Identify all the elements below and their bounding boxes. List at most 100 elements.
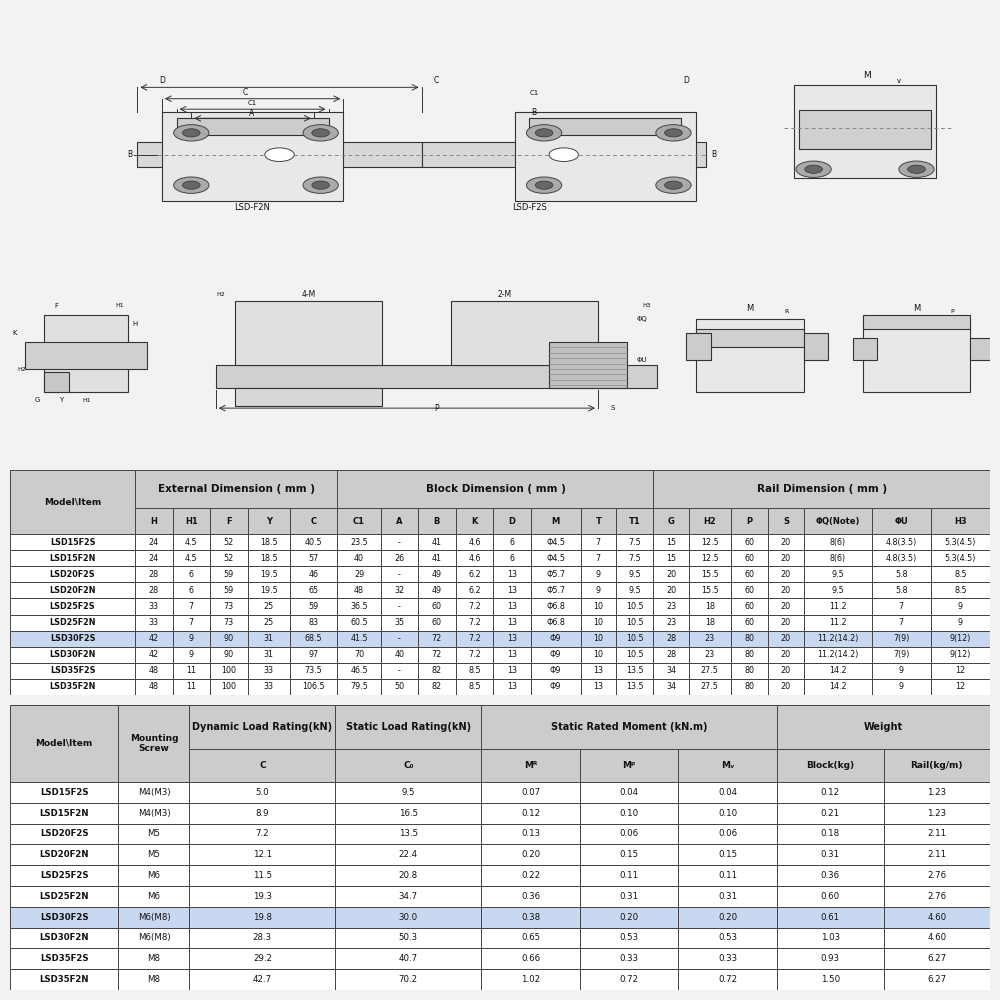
Bar [884, 928, 990, 948]
Text: 20: 20 [781, 586, 791, 595]
Bar [581, 582, 616, 598]
Bar [290, 615, 337, 631]
Bar [777, 907, 884, 928]
Bar [481, 824, 580, 844]
Text: 7.2: 7.2 [468, 618, 481, 627]
Circle shape [899, 161, 934, 177]
Bar [456, 647, 493, 663]
Text: 28: 28 [666, 650, 676, 659]
Text: 7(9): 7(9) [893, 650, 910, 659]
Text: 7: 7 [189, 618, 194, 627]
Text: 60: 60 [432, 618, 442, 627]
Bar [216, 365, 657, 388]
Bar [580, 782, 678, 803]
Bar [616, 566, 653, 582]
Bar [418, 615, 456, 631]
Text: 82: 82 [432, 682, 442, 691]
Text: 8.5: 8.5 [954, 570, 967, 579]
Bar [481, 907, 580, 928]
Bar [25, 342, 147, 369]
Text: 18.5: 18.5 [260, 538, 277, 547]
Text: 0.72: 0.72 [620, 975, 639, 984]
Text: 20: 20 [781, 682, 791, 691]
Bar [689, 647, 731, 663]
Text: Block Dimension ( mm ): Block Dimension ( mm ) [426, 484, 565, 494]
Text: 33: 33 [149, 602, 159, 611]
Bar [689, 550, 731, 566]
Bar [931, 663, 990, 679]
Bar [118, 865, 189, 886]
Bar [678, 928, 777, 948]
Text: 20: 20 [781, 666, 791, 675]
Text: 0.21: 0.21 [821, 809, 840, 818]
Text: 9: 9 [189, 634, 194, 643]
Text: 9: 9 [958, 602, 963, 611]
Text: 9: 9 [596, 570, 601, 579]
Text: 0.36: 0.36 [821, 871, 840, 880]
Bar [931, 550, 990, 566]
Text: 1.23: 1.23 [927, 809, 946, 818]
Bar [768, 534, 804, 550]
Bar [235, 301, 382, 365]
Bar [418, 663, 456, 679]
Bar [731, 598, 768, 615]
Text: 13: 13 [507, 634, 517, 643]
Text: 80: 80 [745, 682, 755, 691]
Text: 34.7: 34.7 [399, 892, 418, 901]
Text: 6: 6 [189, 586, 194, 595]
Text: -: - [398, 666, 401, 675]
Bar [10, 534, 135, 550]
Text: -: - [398, 634, 401, 643]
Bar [210, 679, 248, 695]
Bar [337, 598, 381, 615]
Text: LSD25F2S: LSD25F2S [40, 871, 89, 880]
Text: 52: 52 [224, 538, 234, 547]
Text: 34: 34 [666, 682, 676, 691]
Text: 7.5: 7.5 [628, 554, 641, 563]
Text: 41: 41 [432, 538, 442, 547]
Text: Mᵖ: Mᵖ [622, 761, 636, 770]
Text: 22.4: 22.4 [399, 850, 418, 859]
Bar [248, 631, 290, 647]
Bar [173, 534, 210, 550]
Bar [118, 824, 189, 844]
Text: 23: 23 [666, 618, 676, 627]
Bar [931, 508, 990, 534]
Text: 83: 83 [309, 618, 319, 627]
Bar [872, 582, 931, 598]
Text: T1: T1 [629, 517, 641, 526]
Text: 11.2(14.2): 11.2(14.2) [817, 650, 858, 659]
Text: H: H [133, 321, 138, 327]
Bar [872, 647, 931, 663]
Bar [135, 663, 173, 679]
Bar [381, 566, 418, 582]
Text: A: A [249, 109, 255, 118]
Text: 82: 82 [432, 666, 442, 675]
Bar [653, 566, 689, 582]
Text: H: H [150, 517, 157, 526]
Text: 72: 72 [432, 650, 442, 659]
Text: 9(12): 9(12) [950, 650, 971, 659]
Bar [580, 886, 678, 907]
Text: 19.3: 19.3 [253, 892, 272, 901]
Bar [653, 582, 689, 598]
Text: 52: 52 [224, 554, 234, 563]
Bar [337, 550, 381, 566]
Bar [872, 679, 931, 695]
Bar [210, 647, 248, 663]
Text: 18.5: 18.5 [260, 554, 277, 563]
Bar [768, 663, 804, 679]
Text: 0.12: 0.12 [521, 809, 540, 818]
Bar [580, 948, 678, 969]
Text: 40: 40 [394, 650, 404, 659]
Text: 48: 48 [354, 586, 364, 595]
Bar [118, 705, 189, 782]
Text: 0.06: 0.06 [620, 829, 639, 838]
Text: 60: 60 [745, 554, 755, 563]
Bar [493, 598, 531, 615]
Text: M: M [746, 304, 754, 313]
Bar [731, 550, 768, 566]
Circle shape [665, 181, 682, 189]
Text: M: M [552, 517, 560, 526]
Text: Mᵥ: Mᵥ [721, 761, 734, 770]
